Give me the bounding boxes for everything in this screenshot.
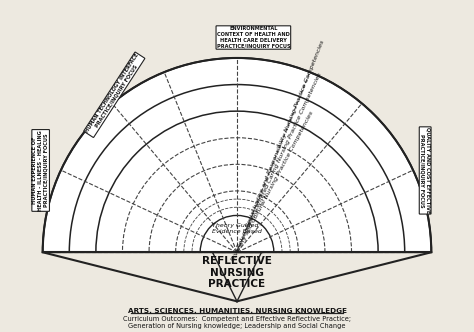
Text: HUMAN TECHNOLOGY INTERFACE
PRACTICE/INQUIRY FOCUS: HUMAN TECHNOLOGY INTERFACE PRACTICE/INQU… [84, 53, 144, 137]
Text: Curriculum Outcomes:  Competent and Effective Reflective Practice;
Generation of: Curriculum Outcomes: Competent and Effec… [123, 316, 351, 329]
Text: Diversity and Cultural Nursing Practice Competencies: Diversity and Cultural Nursing Practice … [230, 111, 314, 262]
Text: ARTS, SCIENCES, HUMANITIES, NURSING KNOWLEDGE: ARTS, SCIENCES, HUMANITIES, NURSING KNOW… [128, 307, 346, 313]
Text: ENVIRONMENTAL
CONTEXT OF HEALTH AND
HEALTH CARE DELIVERY
PRACTICE/INQUIRY FOCUS: ENVIRONMENTAL CONTEXT OF HEALTH AND HEAL… [217, 26, 290, 49]
Wedge shape [43, 58, 431, 252]
Text: QUALITY AND COST EFFECTIVE
PRACTICE/INQUIRY FOCUS: QUALITY AND COST EFFECTIVE PRACTICE/INQU… [420, 127, 430, 213]
Text: Social Justice and Responsibility Nursing Practice Competencies: Social Justice and Responsibility Nursin… [245, 40, 325, 228]
Text: Relationship Centered Caring Nursing Practice Competencies: Relationship Centered Caring Nursing Pra… [237, 72, 323, 249]
Text: REFLECTIVE
NURSING
PRACTICE: REFLECTIVE NURSING PRACTICE [202, 256, 272, 289]
Text: Theory Guided -
Evidence Based: Theory Guided - Evidence Based [211, 223, 263, 234]
Text: HUMAN EXPERIENCE OF
HEALTH - ILLNESS - HEALING
PRACTICE/INQUIRY FOCUS: HUMAN EXPERIENCE OF HEALTH - ILLNESS - H… [32, 130, 49, 211]
